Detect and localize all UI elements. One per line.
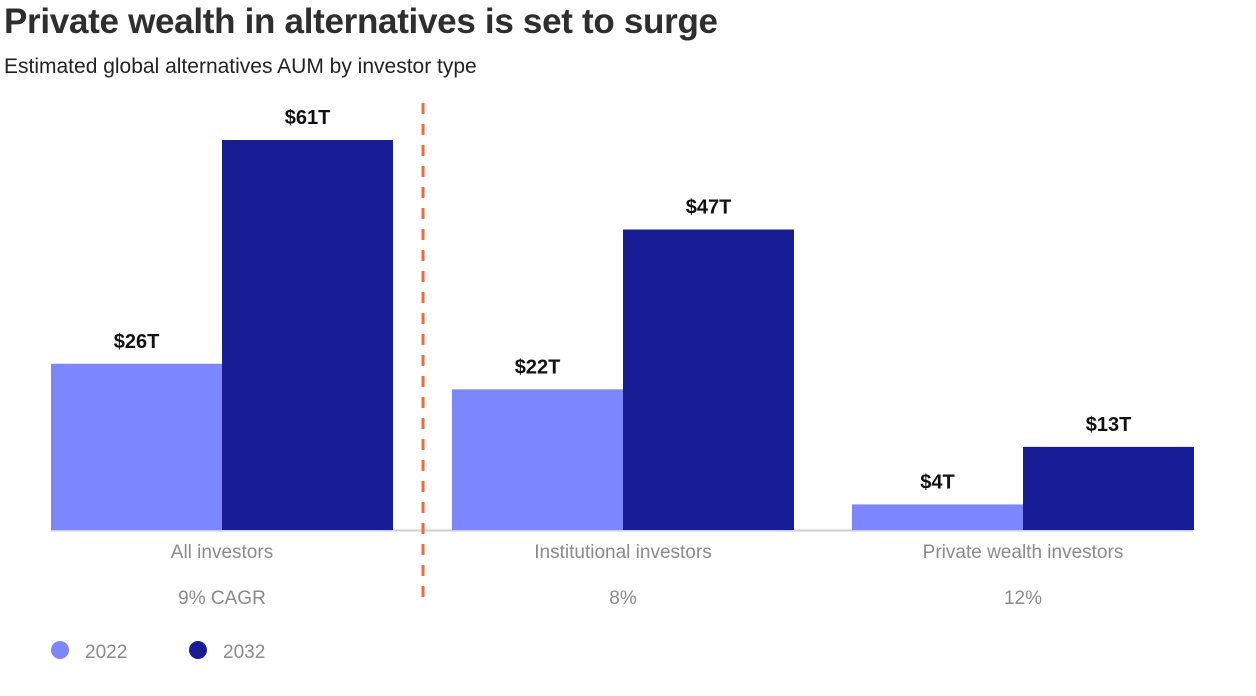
category-label-2: Institutional investors	[534, 542, 711, 563]
category-label-1: All investors	[171, 542, 273, 563]
chart-subtitle: Estimated global alternatives AUM by inv…	[4, 55, 477, 78]
value-label-2022-2: $22T	[515, 356, 561, 378]
value-label-2032-1: $61T	[285, 107, 331, 129]
legend-label-2032: 2032	[223, 642, 265, 663]
cagr-label-3: 12%	[1004, 588, 1042, 609]
bar-2022-1	[51, 363, 222, 530]
value-label-2032-3: $13T	[1086, 414, 1132, 436]
legend-label-2022: 2022	[85, 642, 127, 663]
value-label-2022-3: $4T	[920, 471, 954, 493]
legend-marker-2032	[189, 641, 207, 659]
cagr-label-1: 9% CAGR	[178, 588, 266, 609]
chart-title: Private wealth in alternatives is set to…	[4, 2, 718, 41]
bar-2032-1	[222, 140, 393, 530]
value-label-2032-2: $47T	[686, 197, 732, 219]
bar-2032-2	[623, 229, 794, 531]
bar-2022-2	[452, 389, 623, 530]
cagr-label-2: 8%	[609, 588, 637, 609]
value-label-2022-1: $26T	[114, 331, 160, 353]
bar-2032-3	[1023, 446, 1194, 530]
category-label-3: Private wealth investors	[923, 542, 1124, 563]
legend-marker-2022	[51, 641, 69, 659]
bar-2022-3	[852, 504, 1023, 530]
